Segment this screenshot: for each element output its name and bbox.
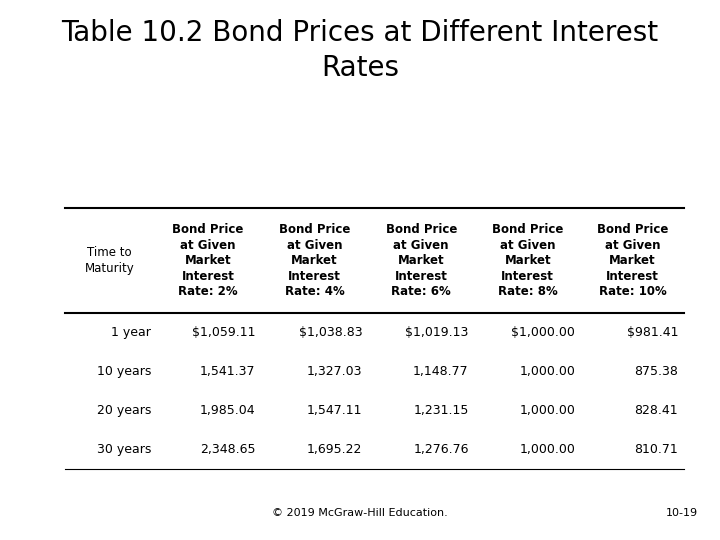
Text: $981.41: $981.41 (626, 326, 678, 339)
Text: 1,541.37: 1,541.37 (200, 365, 256, 378)
Text: 20 years: 20 years (96, 404, 151, 417)
Text: Table 10.2 Bond Prices at Different Interest
Rates: Table 10.2 Bond Prices at Different Inte… (61, 19, 659, 82)
Text: 1,000.00: 1,000.00 (519, 404, 575, 417)
Text: $1,059.11: $1,059.11 (192, 326, 256, 339)
Text: 1,148.77: 1,148.77 (413, 365, 469, 378)
Text: 1,327.03: 1,327.03 (307, 365, 362, 378)
Text: Bond Price
at Given
Market
Interest
Rate: 2%: Bond Price at Given Market Interest Rate… (172, 223, 244, 298)
Text: Time to
Maturity: Time to Maturity (85, 246, 135, 275)
Text: $1,038.83: $1,038.83 (299, 326, 362, 339)
Text: Bond Price
at Given
Market
Interest
Rate: 6%: Bond Price at Given Market Interest Rate… (385, 223, 457, 298)
Text: 1 year: 1 year (112, 326, 151, 339)
Text: $1,000.00: $1,000.00 (511, 326, 575, 339)
Text: Bond Price
at Given
Market
Interest
Rate: 10%: Bond Price at Given Market Interest Rate… (597, 223, 668, 298)
Text: 1,695.22: 1,695.22 (307, 443, 362, 456)
Text: 1,000.00: 1,000.00 (519, 365, 575, 378)
Text: 875.38: 875.38 (634, 365, 678, 378)
Text: Bond Price
at Given
Market
Interest
Rate: 8%: Bond Price at Given Market Interest Rate… (492, 223, 564, 298)
Text: © 2019 McGraw-Hill Education.: © 2019 McGraw-Hill Education. (272, 508, 448, 518)
Text: $1,019.13: $1,019.13 (405, 326, 469, 339)
Text: 2,348.65: 2,348.65 (200, 443, 256, 456)
Text: 810.71: 810.71 (634, 443, 678, 456)
Text: 1,985.04: 1,985.04 (200, 404, 256, 417)
Text: 1,276.76: 1,276.76 (413, 443, 469, 456)
Text: Bond Price
at Given
Market
Interest
Rate: 4%: Bond Price at Given Market Interest Rate… (279, 223, 351, 298)
Text: 1,231.15: 1,231.15 (413, 404, 469, 417)
Text: 828.41: 828.41 (634, 404, 678, 417)
Text: 30 years: 30 years (96, 443, 151, 456)
Text: 1,547.11: 1,547.11 (307, 404, 362, 417)
Text: 10 years: 10 years (96, 365, 151, 378)
Text: 1,000.00: 1,000.00 (519, 443, 575, 456)
Text: 10-19: 10-19 (666, 508, 698, 518)
